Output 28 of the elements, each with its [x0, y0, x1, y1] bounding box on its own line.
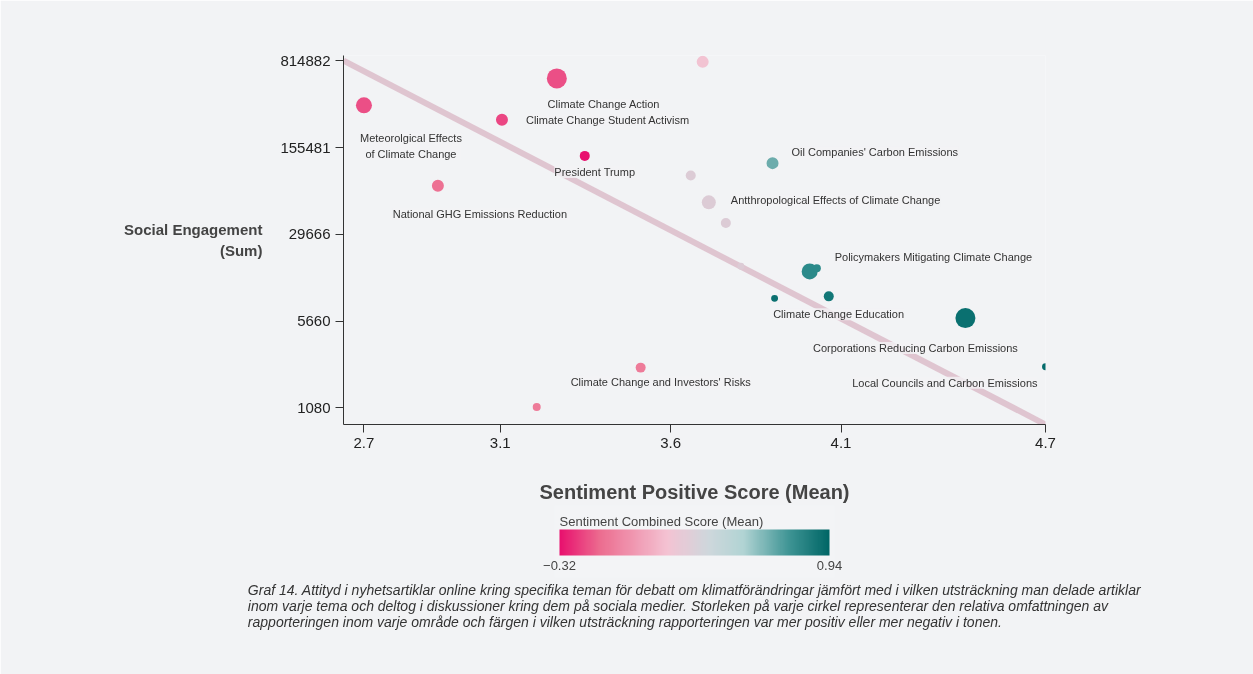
y-tick-label: 155481	[280, 138, 331, 156]
y-tick-label: 29666	[288, 225, 331, 243]
color-bar-label: 0.94	[816, 557, 843, 573]
text: Graf 14. Attityd i nyhetsartiklar online kring specifika teman för debatt om klimatförändringar jämfört med i vilken utsträckning man delade artiklar inom varje tema och deltog i diskussioner kring dem på sociala medier. Storleken på varje cirkel representerar den relativa omfattningen av rapporteringen inom varje område och färgen i vilken utsträckning rapporteringen var mer positiv eller mer negativ i tonen.	[247, 582, 1142, 630]
x-tick-label: 2.7	[353, 433, 375, 451]
annotation: Policymakers Mitigating Climate Change	[834, 251, 1033, 264]
annotation: Local Councils and Carbon Emissions	[852, 376, 1038, 389]
annotation: National GHG Emissions Reduction	[392, 207, 568, 220]
x-tick-label: 4.1	[830, 433, 852, 451]
x-tick-label: 4.7	[1035, 433, 1056, 451]
y-tick-label: 5660	[297, 312, 331, 330]
annotation: Corporations Reducing Carbon Emissions	[813, 342, 1019, 355]
y-tick-label: 814882	[280, 51, 331, 69]
color-bar-label: −0.32	[543, 557, 576, 573]
annotation: Climate Change Student Activism	[525, 113, 690, 126]
color-bar-title: Sentiment Combined Score (Mean)	[559, 513, 764, 529]
y-tick-label: 1080	[297, 398, 331, 416]
x-axis-title: Sentiment Positive Score (Mean)	[539, 480, 850, 503]
x-tick-label: 3.6	[660, 433, 682, 451]
annotation: Antthropological Effects of Climate Change	[730, 194, 941, 207]
x-tick-label: 3.1	[489, 433, 511, 451]
annotation: Oil Companies' Carbon Emissions	[791, 146, 959, 159]
y-axis-title: Social Engagement (Sum)	[124, 221, 263, 259]
annotation: Climate Change Education	[773, 308, 905, 321]
annotation: Climate Change and Investors' Risks	[570, 375, 752, 388]
annotation: Climate Change Action	[547, 98, 660, 111]
annotation: President Trump	[554, 165, 636, 178]
annotation: Meteorolgical Effects of Climate Change	[360, 132, 463, 160]
